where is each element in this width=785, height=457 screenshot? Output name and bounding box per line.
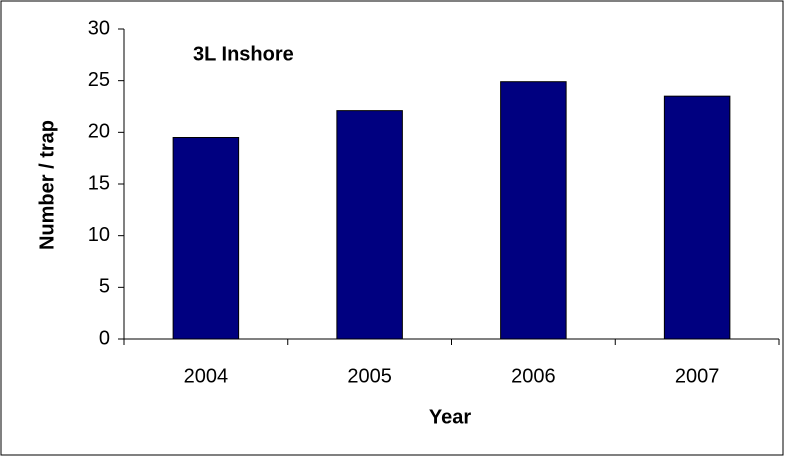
bar (663, 95, 731, 340)
x-tick-label: 2005 (347, 365, 392, 387)
x-tick-label: 2006 (511, 365, 556, 387)
y-tick-label: 25 (88, 69, 110, 91)
x-tick-label: 2007 (675, 365, 720, 387)
x-tick-label: 2004 (184, 365, 229, 387)
chart-title: 3L Inshore (193, 43, 294, 65)
bar (172, 137, 240, 340)
y-axis-label: Number / trap (36, 120, 58, 250)
y-tick-label: 10 (88, 224, 110, 246)
y-tick-label: 30 (88, 17, 110, 39)
bar (500, 81, 567, 340)
y-tick-label: 5 (99, 276, 110, 298)
y-tick-label: 0 (99, 327, 110, 349)
bar (336, 110, 403, 340)
y-tick-label: 20 (88, 121, 110, 143)
x-axis-label: Year (429, 406, 471, 428)
y-tick-label: 15 (88, 172, 110, 194)
